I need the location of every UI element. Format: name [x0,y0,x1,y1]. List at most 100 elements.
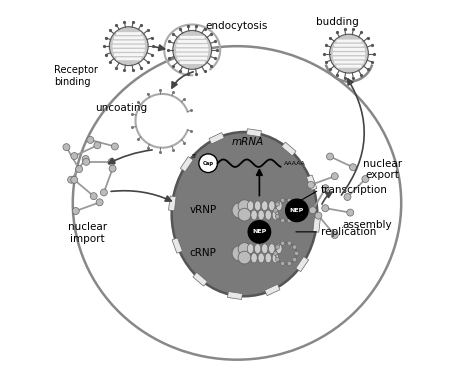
Circle shape [281,218,285,223]
Circle shape [292,215,297,219]
Circle shape [199,154,218,173]
Text: endocytosis: endocytosis [206,21,268,31]
Ellipse shape [262,201,268,211]
Circle shape [294,208,299,212]
FancyBboxPatch shape [116,32,141,35]
Ellipse shape [272,210,279,220]
Circle shape [96,199,103,206]
FancyBboxPatch shape [169,196,176,211]
Ellipse shape [258,253,264,263]
FancyBboxPatch shape [333,52,365,55]
FancyBboxPatch shape [337,39,362,42]
Circle shape [71,153,78,159]
Circle shape [63,144,70,151]
Ellipse shape [265,210,272,220]
Circle shape [292,202,297,206]
Text: vRNP: vRNP [189,205,217,215]
Text: mRNA: mRNA [232,137,264,147]
Circle shape [273,208,277,212]
Text: NEP: NEP [252,229,266,234]
Ellipse shape [255,244,261,254]
FancyBboxPatch shape [116,58,141,60]
Circle shape [281,241,285,245]
FancyBboxPatch shape [228,291,242,299]
Circle shape [111,143,118,150]
Circle shape [287,218,292,223]
FancyBboxPatch shape [176,49,209,52]
Text: replication: replication [321,227,376,237]
Circle shape [82,155,89,162]
Circle shape [286,199,308,221]
Circle shape [329,34,368,73]
Ellipse shape [262,244,268,254]
Circle shape [294,251,299,255]
Circle shape [315,212,322,219]
Circle shape [273,251,277,255]
Circle shape [292,245,297,249]
FancyBboxPatch shape [180,61,205,64]
FancyBboxPatch shape [337,65,362,68]
Ellipse shape [258,210,264,220]
Text: cRNP: cRNP [190,248,217,258]
Circle shape [309,207,316,214]
Circle shape [287,241,292,245]
Circle shape [308,181,314,188]
Text: 5': 5' [191,153,197,159]
Circle shape [76,166,82,173]
Circle shape [331,173,338,180]
Text: assembly: assembly [343,220,392,230]
FancyBboxPatch shape [265,284,280,296]
Circle shape [327,153,334,160]
Circle shape [287,198,292,202]
FancyBboxPatch shape [113,41,145,43]
Ellipse shape [276,244,282,254]
FancyBboxPatch shape [246,129,261,136]
Circle shape [238,251,251,264]
FancyBboxPatch shape [333,48,365,51]
FancyBboxPatch shape [181,157,193,171]
Circle shape [173,30,211,69]
Ellipse shape [255,201,261,211]
FancyBboxPatch shape [193,273,207,286]
Text: uncoating: uncoating [95,103,147,113]
FancyBboxPatch shape [334,44,364,47]
Circle shape [275,215,280,219]
Circle shape [108,158,115,165]
Circle shape [238,243,251,255]
FancyBboxPatch shape [177,40,207,43]
FancyBboxPatch shape [282,142,296,156]
Circle shape [100,189,108,196]
Circle shape [87,136,94,143]
Circle shape [68,176,74,183]
Circle shape [281,261,285,265]
Circle shape [349,164,356,171]
Circle shape [281,198,285,202]
Ellipse shape [251,210,257,220]
FancyBboxPatch shape [209,133,224,144]
Circle shape [344,194,351,200]
FancyBboxPatch shape [176,53,208,56]
Circle shape [292,258,297,262]
Circle shape [109,27,148,65]
Circle shape [73,208,79,214]
Circle shape [287,261,292,265]
Text: AAAAA: AAAAA [284,161,306,166]
Text: NEP: NEP [290,208,304,213]
Circle shape [71,176,78,183]
FancyBboxPatch shape [112,45,145,48]
Ellipse shape [247,201,254,211]
FancyBboxPatch shape [296,257,309,271]
Ellipse shape [276,201,282,211]
Circle shape [331,232,338,238]
Circle shape [232,203,248,218]
FancyBboxPatch shape [114,36,144,39]
Circle shape [275,258,280,262]
FancyBboxPatch shape [334,61,364,64]
FancyBboxPatch shape [176,44,208,47]
FancyBboxPatch shape [333,56,365,59]
FancyBboxPatch shape [313,217,320,232]
Circle shape [94,142,101,149]
Circle shape [238,200,251,212]
Circle shape [248,221,271,243]
Circle shape [322,185,329,192]
